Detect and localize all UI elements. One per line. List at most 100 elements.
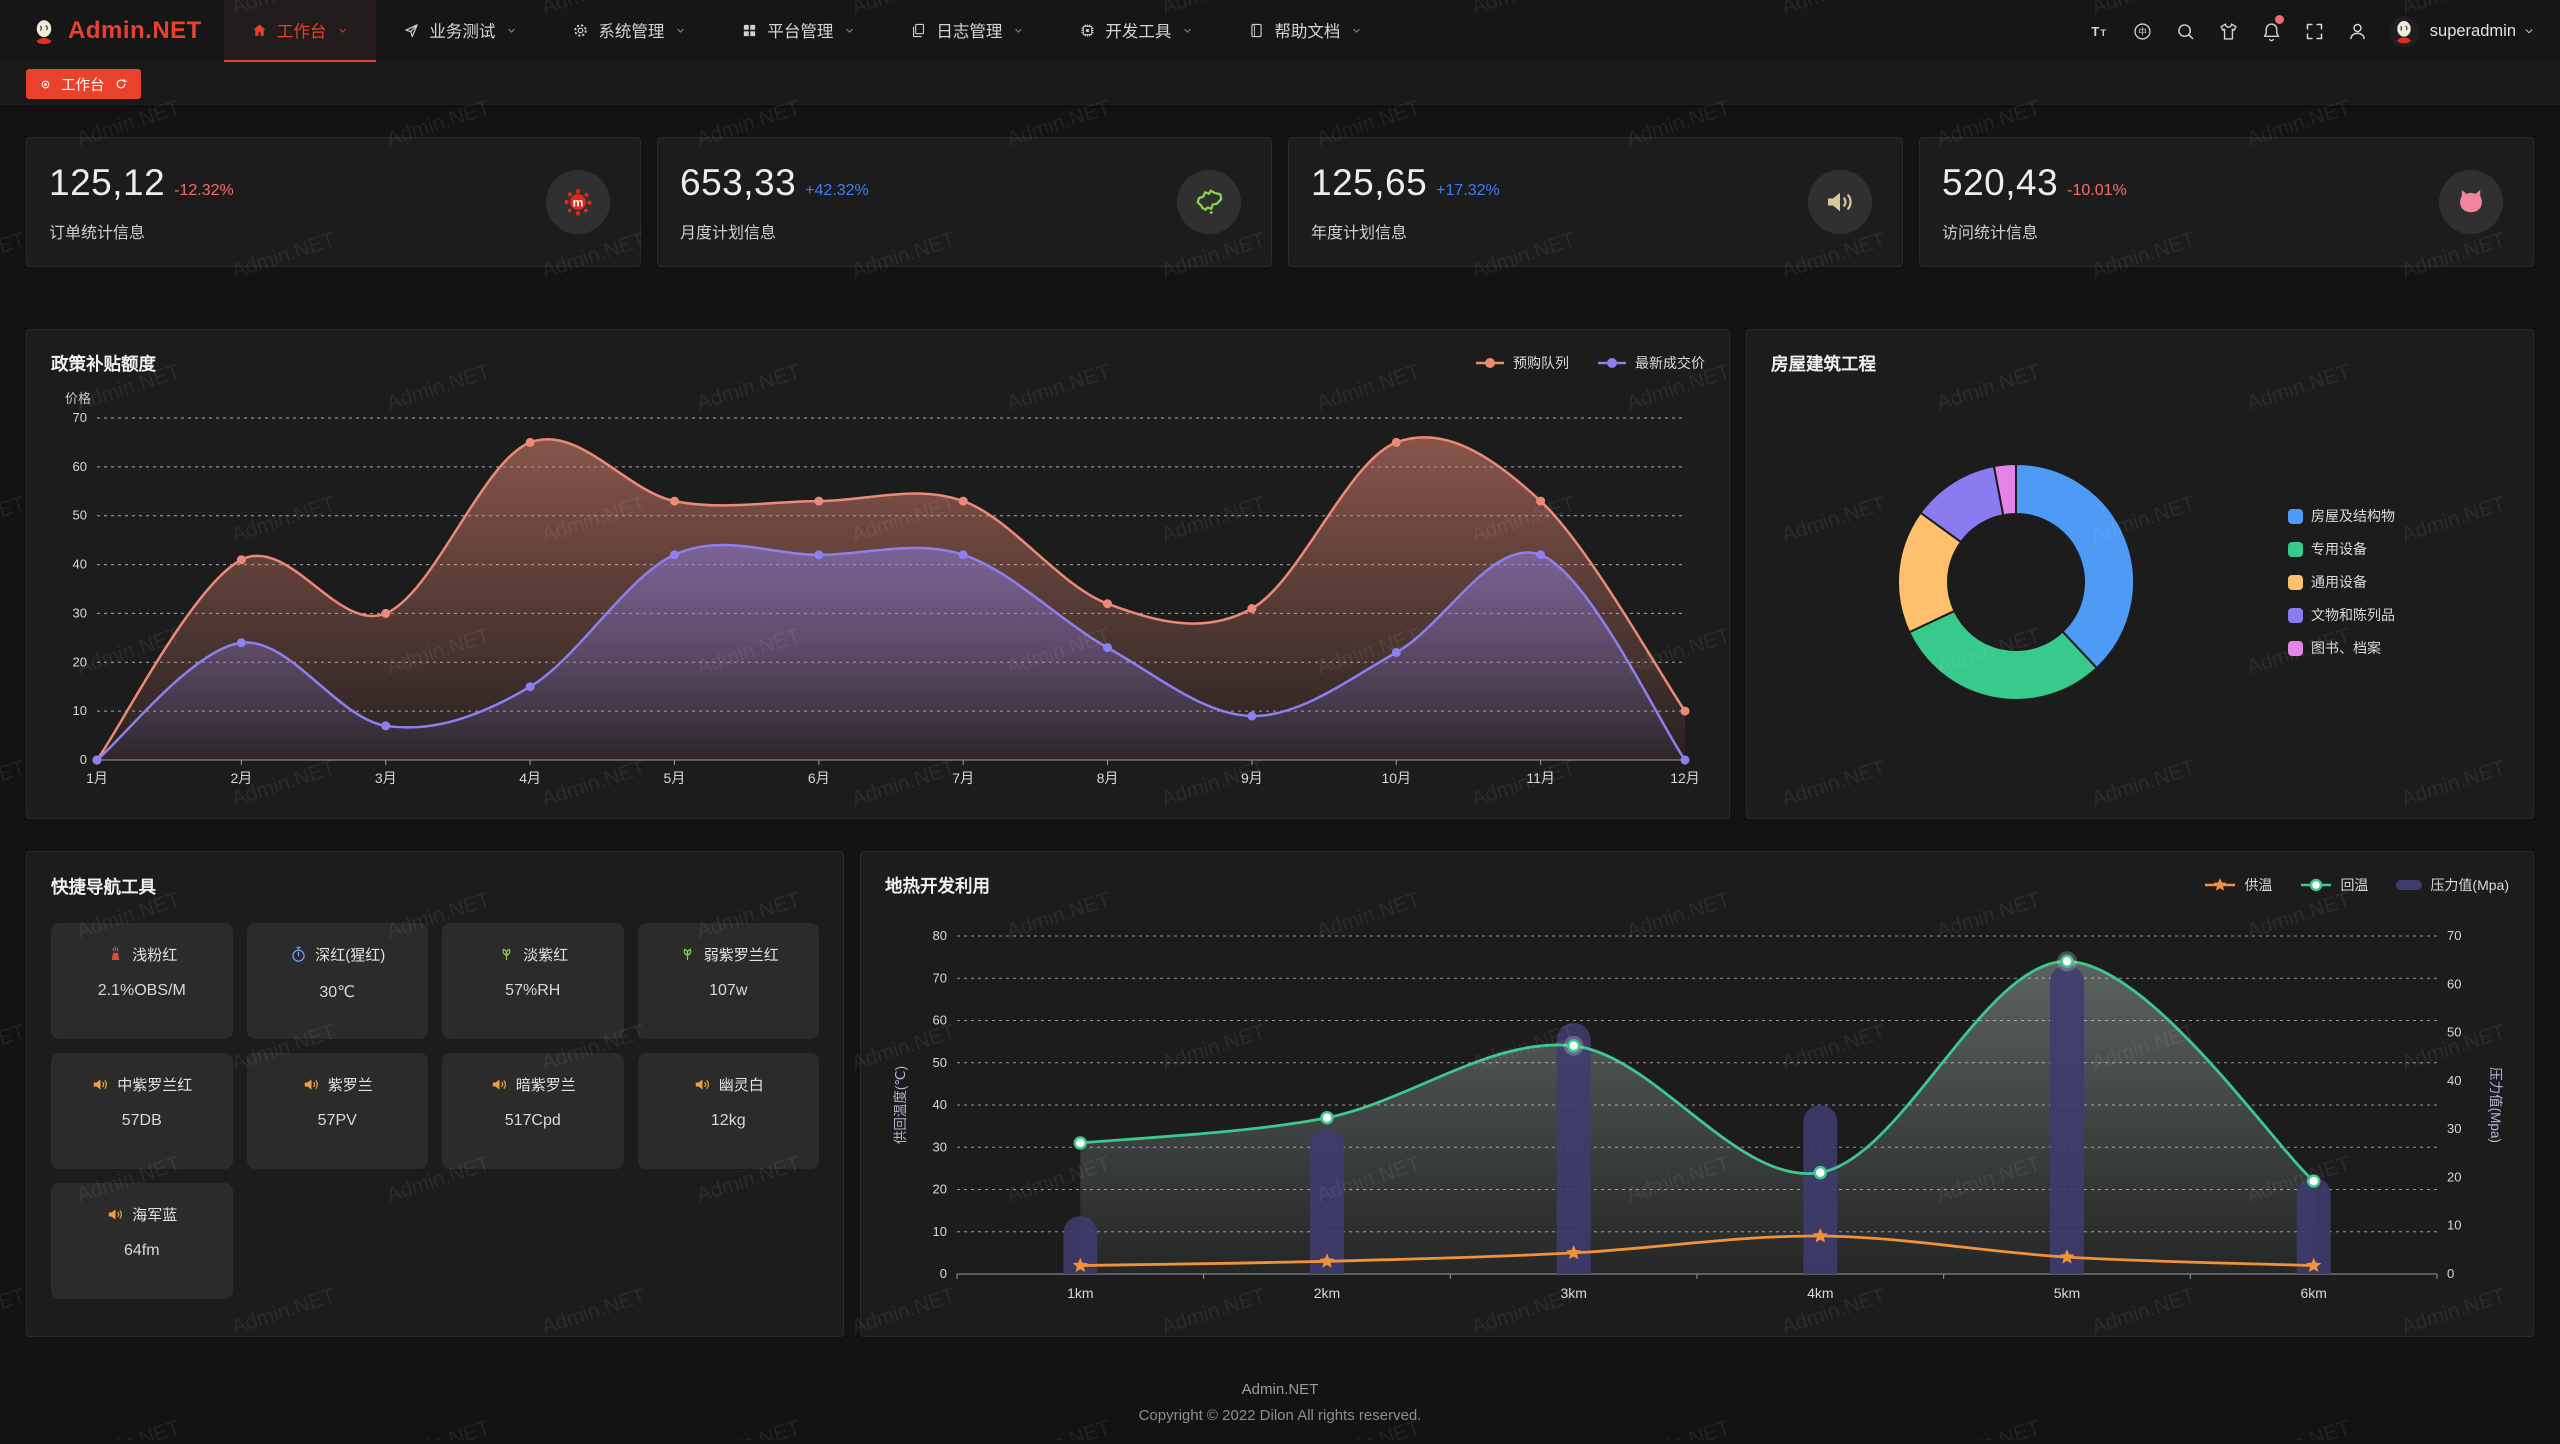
speaker-icon: [304, 1079, 318, 1090]
quick-nav-value: 517Cpd: [504, 1112, 561, 1129]
language-button[interactable]: 中: [2121, 0, 2164, 62]
legend-item[interactable]: 最新成交价: [1597, 353, 1705, 373]
svg-text:40: 40: [2447, 1073, 2461, 1088]
chevron-down-icon: [2525, 29, 2533, 34]
legend-item[interactable]: 图书、档案: [2288, 638, 2395, 658]
legend-item[interactable]: 通用设备: [2288, 572, 2395, 592]
subsidy-chart-legend: 预购队列 最新成交价: [1475, 353, 1705, 373]
stat-delta: -12.32%: [174, 181, 234, 199]
search-button[interactable]: [2164, 0, 2207, 62]
legend-item[interactable]: 回温: [2300, 875, 2368, 895]
legend-label: 文物和陈列品: [2311, 607, 2395, 623]
stat-card: 520,43 -10.01% 访问统计信息: [1919, 137, 2534, 267]
bottom-row: 快捷导航工具 浅粉红 2.1%OBS/M 深红(猩红) 30℃ 淡紫红 57%R…: [26, 851, 2534, 1337]
legend-item[interactable]: 预购队列: [1475, 353, 1569, 373]
nav-item-workbench[interactable]: 工作台: [223, 0, 377, 62]
svg-text:m: m: [573, 195, 584, 209]
quick-nav-value: 57PV: [317, 1112, 357, 1129]
cat-icon: [2460, 189, 2482, 213]
svg-text:10: 10: [933, 1224, 947, 1239]
legend-swatch-icon: [2288, 508, 2303, 524]
logo-icon: [2397, 21, 2412, 44]
speaker-icon: [109, 1209, 123, 1220]
chevron-down-icon: [677, 28, 685, 33]
speaker-icon: [1827, 192, 1852, 212]
svg-text:70: 70: [73, 410, 87, 425]
stat-card-text: 125,65 +17.32% 年度计划信息: [1311, 162, 1500, 243]
svg-text:30: 30: [2447, 1121, 2461, 1136]
quick-nav-label: 海军蓝: [132, 1207, 178, 1224]
send-icon: [405, 23, 419, 37]
quick-nav-grid: 浅粉红 2.1%OBS/M 深红(猩红) 30℃ 淡紫红 57%RH 弱紫罗兰红…: [51, 923, 819, 1299]
cpu-icon: [1081, 23, 1094, 37]
svg-text:4km: 4km: [1807, 1285, 1833, 1301]
quick-nav-item[interactable]: 紫罗兰 57PV: [246, 1053, 428, 1169]
search-icon: [2177, 23, 2194, 39]
user-avatar[interactable]: [2388, 15, 2420, 47]
nav-item-platform-mgmt[interactable]: 平台管理: [714, 0, 883, 62]
svg-text:3km: 3km: [1560, 1285, 1586, 1301]
svg-text:5月: 5月: [664, 770, 686, 786]
quick-nav-item[interactable]: 淡紫红 57%RH: [442, 923, 624, 1039]
quick-nav-item[interactable]: 弱紫罗兰红 107w: [637, 923, 819, 1039]
brand[interactable]: Admin.NET: [0, 0, 224, 62]
nav-item-help-docs[interactable]: 帮助文档: [1221, 0, 1390, 62]
subsidy-chart-title: 政策补贴额度: [51, 353, 156, 374]
legend-item[interactable]: 房屋及结构物: [2288, 506, 2395, 526]
user-menu-chevron[interactable]: [2522, 24, 2536, 38]
legend-swatch-icon: [2288, 574, 2303, 590]
nav-item-log-mgmt[interactable]: 日志管理: [883, 0, 1052, 62]
svg-text:50: 50: [933, 1055, 947, 1070]
nav-item-system-mgmt[interactable]: 系统管理: [545, 0, 714, 62]
quick-nav-item[interactable]: 中紫罗兰红 57DB: [51, 1053, 233, 1169]
donut-slice[interactable]: [2015, 462, 2136, 670]
notification-button[interactable]: [2250, 0, 2293, 62]
nav-item-dev-tools[interactable]: 开发工具: [1052, 0, 1221, 62]
username[interactable]: superadmin: [2429, 21, 2516, 40]
dot-icon: [41, 80, 50, 88]
legend-item[interactable]: 文物和陈列品: [2288, 605, 2395, 625]
quick-nav-item[interactable]: 深红(猩红) 30℃: [246, 923, 428, 1039]
legend-label: 通用设备: [2311, 574, 2367, 590]
legend-label: 专用设备: [2311, 541, 2367, 557]
svg-text:7月: 7月: [952, 770, 974, 786]
quick-nav-value: 64fm: [123, 1242, 160, 1259]
donut-slice[interactable]: [1907, 609, 2099, 702]
tab-label: 工作台: [61, 77, 105, 94]
nav-item-label: 工作台: [276, 23, 327, 41]
splash-icon: m: [564, 189, 592, 216]
svg-text:30: 30: [73, 605, 87, 620]
stat-icon-badge: [1177, 170, 1241, 234]
quick-nav-item[interactable]: 海军蓝 64fm: [51, 1183, 233, 1299]
legend-item[interactable]: 压力值(Mpa): [2396, 875, 2509, 895]
svg-text:12月: 12月: [1670, 770, 1700, 786]
tab-workbench[interactable]: 工作台: [26, 69, 141, 99]
svg-text:20: 20: [73, 654, 87, 669]
profile-button[interactable]: [2336, 0, 2379, 62]
stat-delta: +42.32%: [805, 181, 869, 199]
china-map-icon: [1196, 189, 1223, 214]
svg-text:0: 0: [80, 752, 87, 767]
quick-nav-value: 30℃: [319, 984, 356, 1001]
quick-nav-item[interactable]: 幽灵白 12kg: [637, 1053, 819, 1169]
svg-text:60: 60: [933, 1013, 947, 1028]
nav-item-business-test[interactable]: 业务测试: [376, 0, 545, 62]
fullscreen-button[interactable]: [2293, 0, 2336, 62]
legend-marker-icon: [2396, 880, 2423, 890]
svg-text:50: 50: [2447, 1025, 2461, 1040]
donut-slice[interactable]: [1992, 462, 2017, 517]
quick-nav-item[interactable]: 浅粉红 2.1%OBS/M: [51, 923, 233, 1039]
svg-text:40: 40: [73, 557, 87, 572]
legend-item[interactable]: 专用设备: [2288, 539, 2395, 559]
quick-nav-item[interactable]: 暗紫罗兰 517Cpd: [442, 1053, 624, 1169]
stat-card: 125,65 +17.32% 年度计划信息: [1288, 137, 1903, 267]
legend-item[interactable]: 供温: [2204, 875, 2272, 895]
speaker-icon: [492, 1079, 506, 1090]
refresh-icon[interactable]: [114, 77, 128, 91]
quick-nav-value: 12kg: [710, 1112, 746, 1129]
stat-delta: +17.32%: [1436, 181, 1500, 199]
svg-text:11月: 11月: [1526, 770, 1555, 786]
theme-button[interactable]: [2207, 0, 2250, 62]
